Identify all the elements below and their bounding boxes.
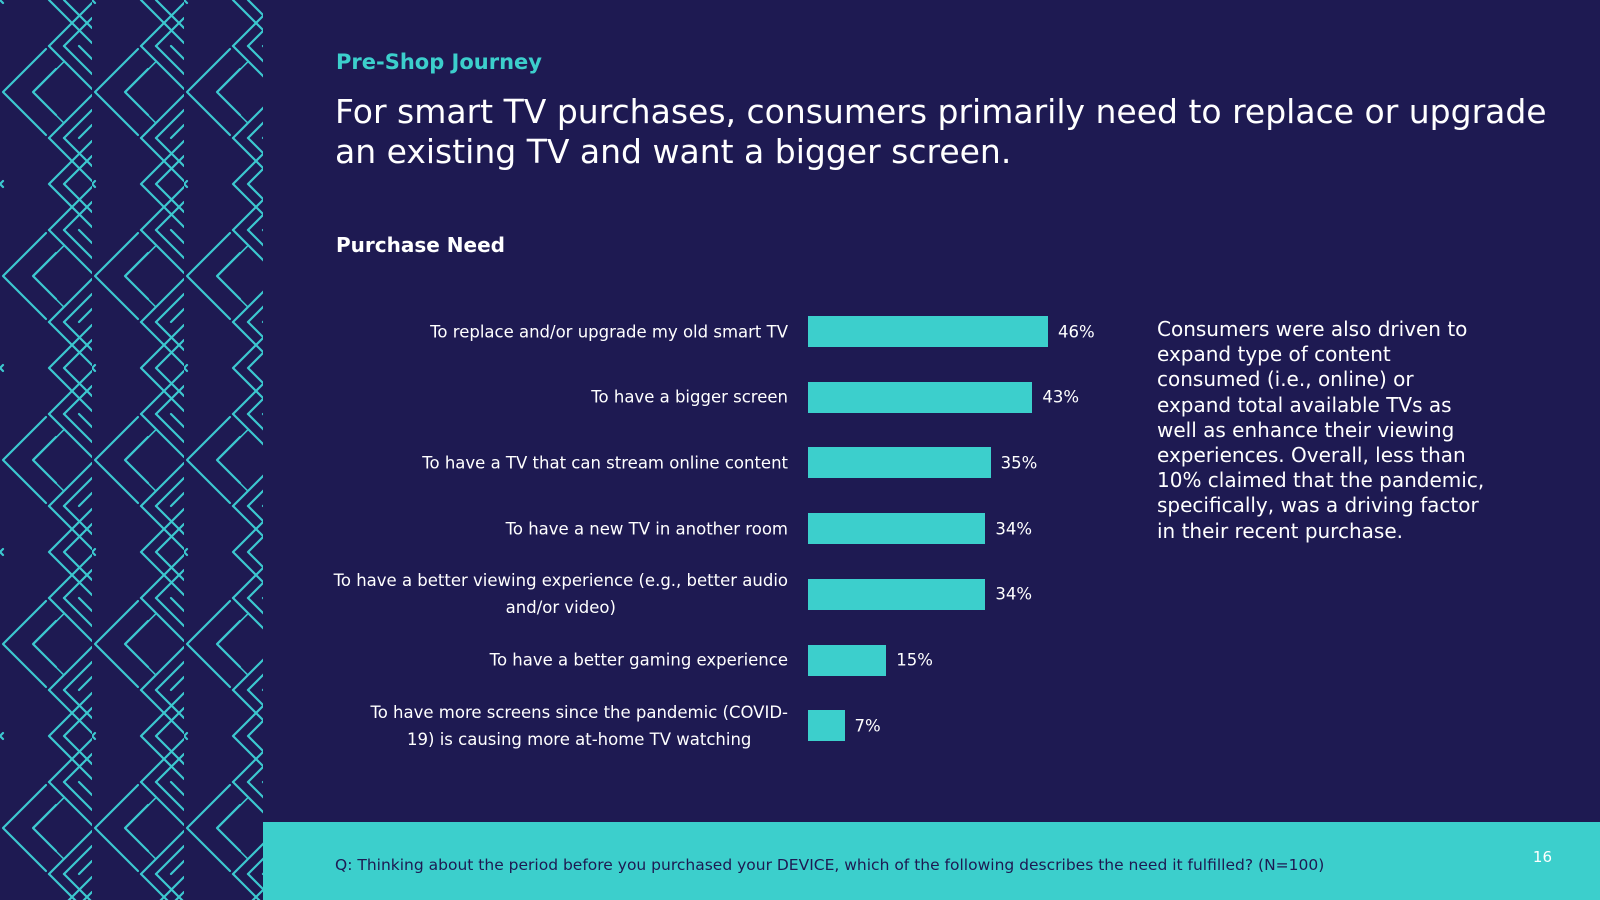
bar [808,316,1048,347]
category-label-line: To have a better gaming experience [489,650,788,670]
chart-row: To have a better gaming experience 15% [0,644,1120,676]
bar [808,644,887,676]
category-label-text: To have a new TV in another room [506,515,788,542]
category-label-line: To have a better viewing experience (e.g… [333,571,788,591]
bar [808,381,1033,413]
category-label-text: To replace and/or upgrade my old smart T… [430,318,788,345]
category-label-line: 19) is causing more at-home TV watching [407,729,752,749]
category-label-line: To have more screens since the pandemic … [370,702,788,722]
category-label-text: To have a TV that can stream online cont… [422,449,788,476]
category-label: To have a better gaming experience [490,647,788,674]
chart-row: To have a TV that can stream online cont… [0,447,1120,479]
value-label: 34% [995,519,1033,539]
bar [808,710,845,742]
note-line: 10% claimed that the pandemic, [1157,468,1485,493]
note-line: expand total available TVs as [1157,392,1452,417]
value-label: 43% [1042,387,1080,407]
category-label-text: To have more screens since the pandemic … [370,699,788,753]
bar [808,578,986,610]
footer-band: Q: Thinking about the period before you … [263,822,1600,900]
page-number: 16 [1532,848,1552,866]
chart-row: To have more screens since the pandemic … [0,703,1120,749]
category-label: To have a bigger screen [591,384,788,411]
value-label: 7% [854,716,881,736]
category-label-line: and/or video) [505,598,616,618]
note-line: well as enhance their viewing [1157,417,1455,442]
page-title: For smart TV purchases, consumers primar… [335,92,1547,171]
category-label: To have a new TV in another room [506,515,788,542]
category-label: To have a TV that can stream online cont… [422,449,788,476]
category-label-line: To replace and/or upgrade my old smart T… [430,322,788,341]
category-label: To replace and/or upgrade my old smart T… [430,318,788,345]
category-label-text: To have a better gaming experience [490,647,788,674]
value-label: 46% [1058,322,1095,341]
category-label-text: To have a better viewing experience (e.g… [334,567,788,621]
category-label-line: To have a new TV in another room [505,519,788,539]
chart-row: To have a better viewing experience (e.g… [0,571,1120,617]
category-label-line: To have a TV that can stream online cont… [422,453,788,473]
note-line: experiences. Overall, less than [1157,443,1466,468]
note-line: expand type of content [1157,342,1391,367]
survey-question: Q: Thinking about the period before you … [335,856,1325,874]
category-label-text: To have a bigger screen [591,384,788,411]
value-label: 34% [995,584,1033,604]
category-label-line: To have a bigger screen [591,387,788,407]
note-line: consumed (i.e., online) or [1157,367,1414,392]
note-line: in their recent purchase. [1157,518,1403,543]
category-label: To have a better viewing experience (e.g… [334,567,788,621]
note-line: Consumers were also driven to [1157,317,1468,341]
section-eyebrow: Pre-Shop Journey [336,50,542,74]
chart-row: To replace and/or upgrade my old smart T… [0,316,1120,347]
chart-row: To have a new TV in another room 34% [0,513,1120,545]
chart-row: To have a bigger screen 43% [0,381,1120,413]
bar [808,447,991,479]
insight-note: Consumers were also driven to expand typ… [1157,317,1577,544]
value-label: 35% [1000,453,1038,473]
note-line: specifically, was a driving factor [1157,493,1479,518]
value-label: 15% [896,650,933,670]
category-label: To have more screens since the pandemic … [370,699,788,753]
chart-title: Purchase Need [336,233,505,257]
bar [808,513,986,545]
decorative-chevron-pattern [0,0,263,900]
